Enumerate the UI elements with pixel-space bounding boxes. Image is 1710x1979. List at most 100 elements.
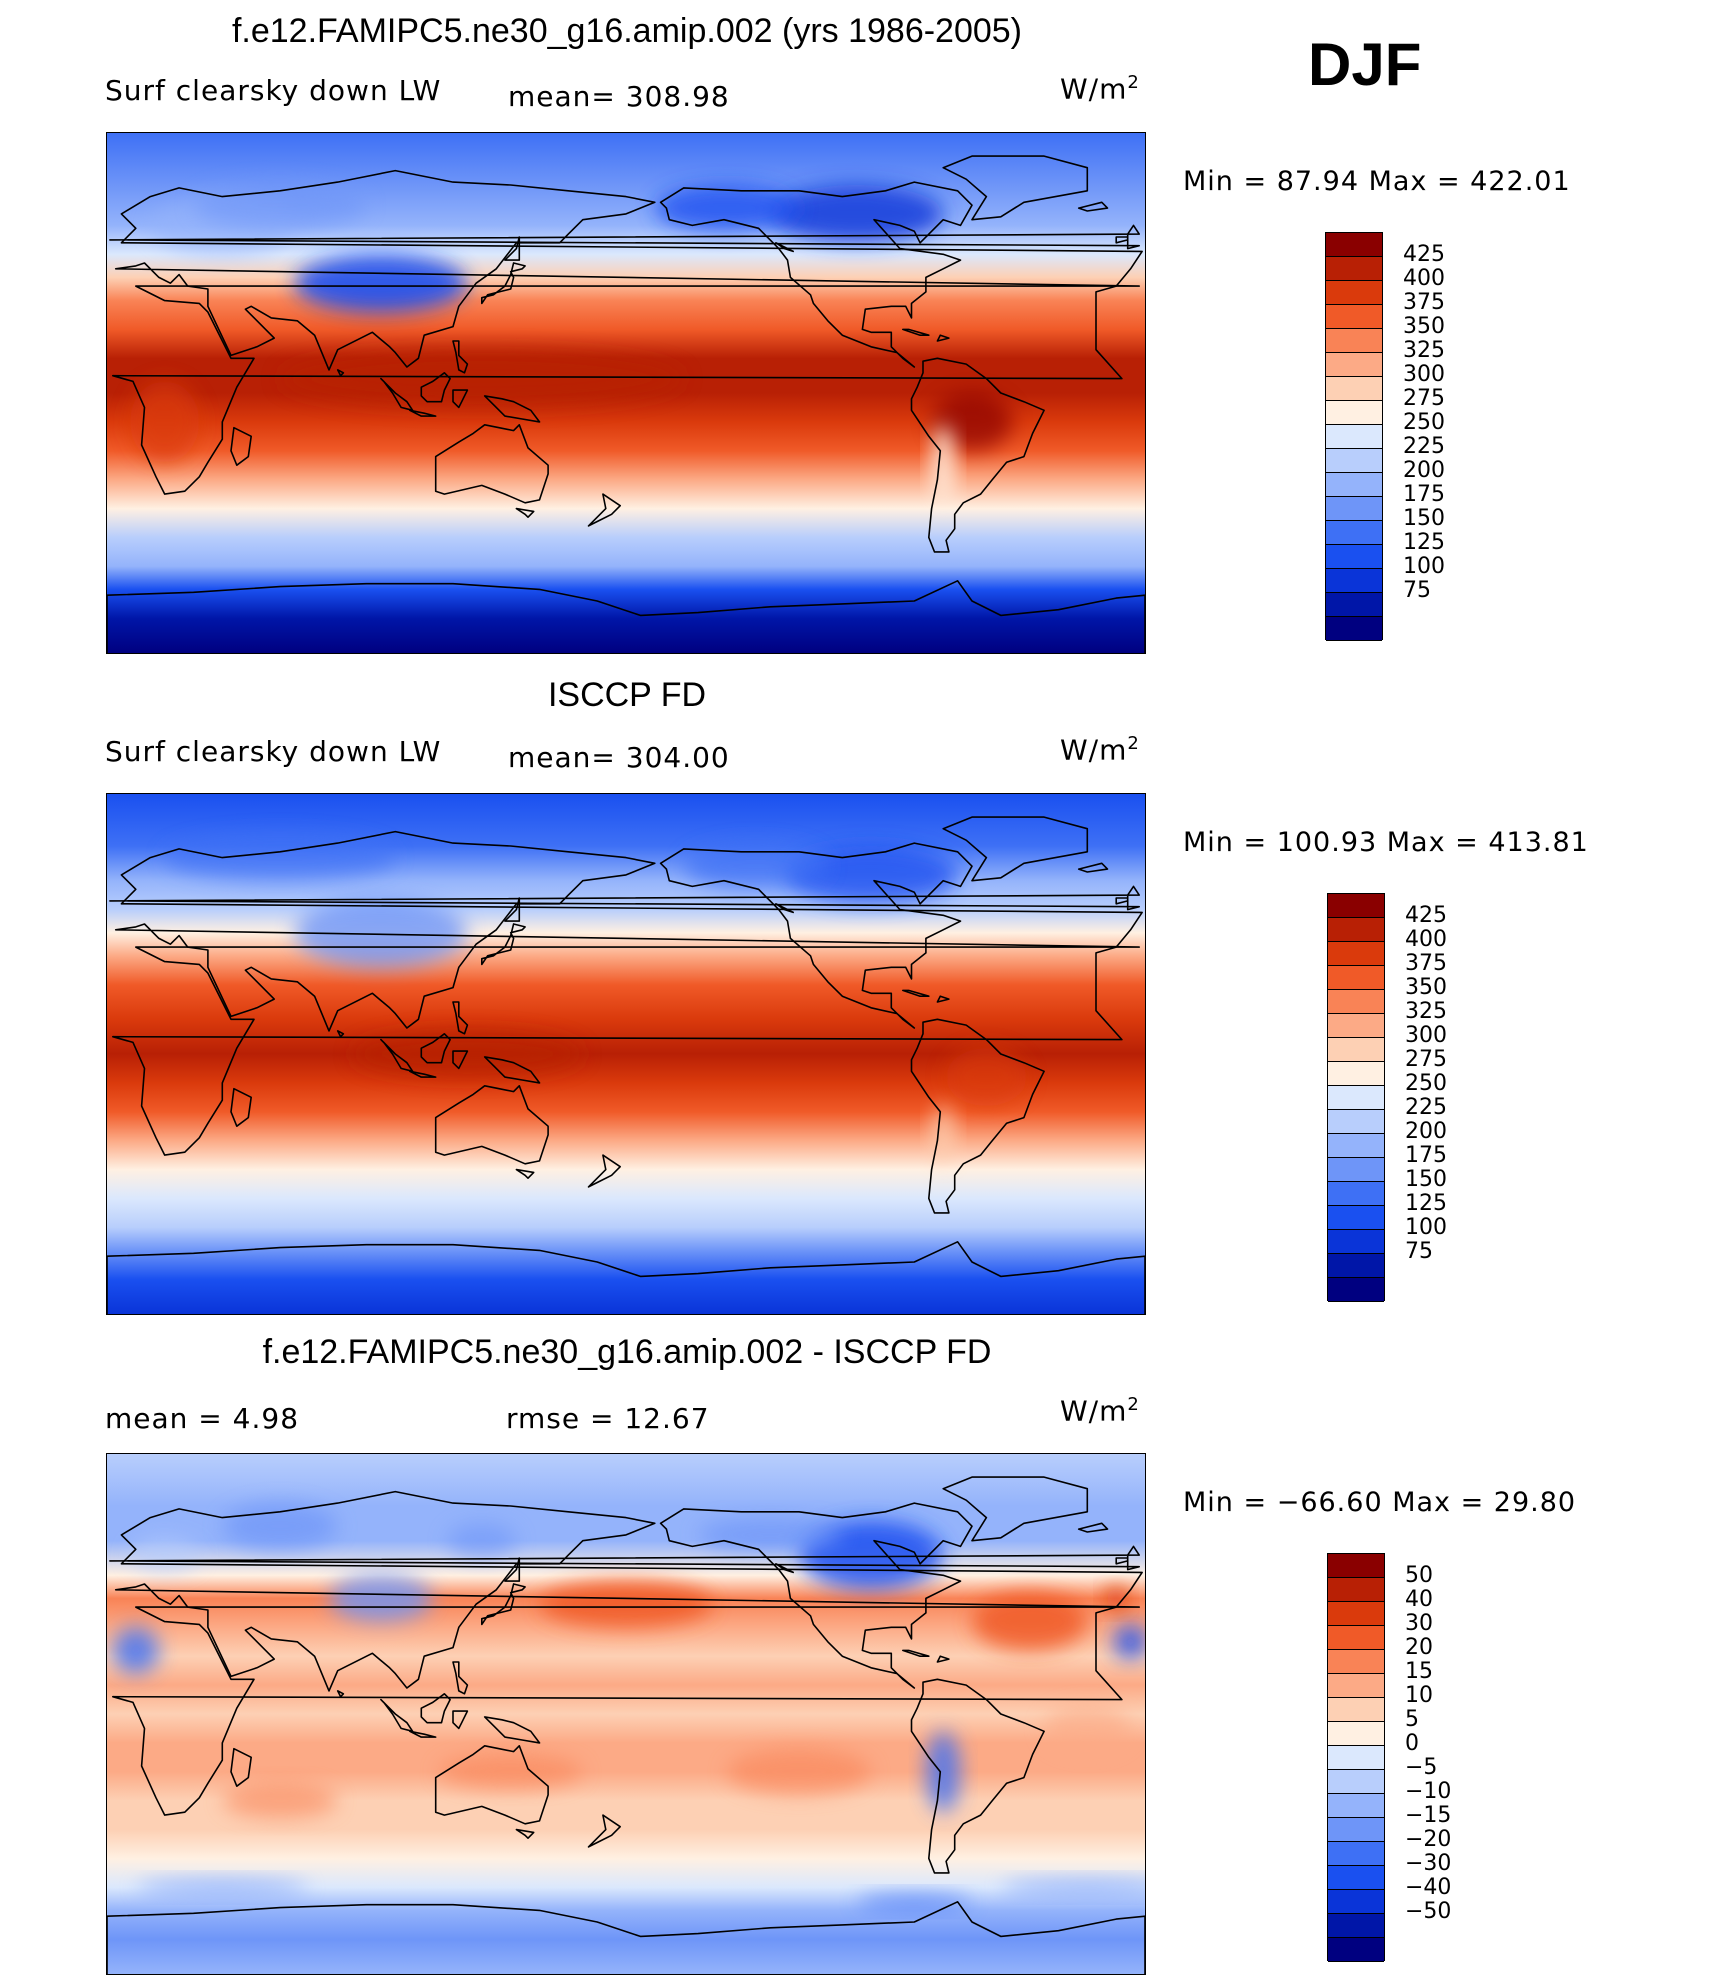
- colorbar-level-label: 15: [1405, 1659, 1433, 1684]
- colorbar-level-label: 175: [1405, 1143, 1447, 1168]
- coastline: [107, 580, 1145, 653]
- colorbar-swatch: [1328, 1134, 1384, 1158]
- coastline: [483, 395, 541, 423]
- colorbar-swatch: [1328, 1014, 1384, 1038]
- coastline: [336, 1690, 345, 1698]
- colorbar-swatch: [1328, 1866, 1384, 1890]
- colorbar-level-label: 125: [1405, 1191, 1447, 1216]
- colorbar-level-label: 75: [1405, 1239, 1433, 1264]
- panel-3-units: W/m2: [1060, 1394, 1140, 1428]
- coastline: [504, 236, 521, 261]
- coastline: [902, 1649, 930, 1657]
- colorbar-level-label: 0: [1405, 1731, 1419, 1756]
- colorbar-swatch: [1328, 1674, 1384, 1698]
- coastline: [1077, 201, 1109, 212]
- colorbar-swatch: [1328, 894, 1384, 918]
- coastline: [587, 1154, 621, 1188]
- colorbar-level-label: 100: [1405, 1215, 1447, 1240]
- coastline: [409, 1070, 437, 1078]
- colorbar-level-label: −50: [1405, 1899, 1452, 1924]
- coastline: [942, 155, 1089, 221]
- coastline: [452, 340, 469, 374]
- colorbar-level-label: 150: [1405, 1167, 1447, 1192]
- panel-2-minmax: Min = 100.93 Max = 413.81: [1183, 827, 1589, 858]
- colorbar-level-label: 375: [1405, 951, 1447, 976]
- colorbar-level-label: 40: [1405, 1587, 1433, 1612]
- coastline: [483, 1056, 541, 1084]
- coastline: [452, 1710, 469, 1730]
- coastline: [114, 830, 1143, 1032]
- season-label: DJF: [1308, 31, 1422, 98]
- panel-3-rmse: rmse = 12.67: [506, 1402, 710, 1435]
- coastlines: [107, 155, 1145, 653]
- colorbar-level-label: 375: [1403, 290, 1445, 315]
- coastlines: [107, 816, 1145, 1314]
- coastline: [587, 1814, 621, 1848]
- coastline: [910, 357, 1045, 553]
- coastlines: [107, 1476, 1145, 1974]
- colorbar-swatch: [1328, 1254, 1384, 1278]
- coastline: [420, 1033, 451, 1064]
- colorbar-swatch: [1328, 1578, 1384, 1602]
- colorbar-swatch: [1328, 1746, 1384, 1770]
- colorbar-level-label: 400: [1403, 266, 1445, 291]
- coastline: [230, 1747, 252, 1787]
- panel-1-map: [106, 132, 1146, 654]
- coastline: [336, 1030, 345, 1038]
- colorbar-level-label: 125: [1403, 530, 1445, 555]
- panel-2-variable: Surf clearsky down LW: [105, 735, 442, 768]
- colorbar-level-label: 250: [1403, 410, 1445, 435]
- coastline: [936, 334, 950, 342]
- colorbar-swatch: [1326, 329, 1382, 353]
- colorbar-swatch: [1328, 1650, 1384, 1674]
- coastline: [902, 328, 930, 336]
- colorbar-level-label: 300: [1403, 362, 1445, 387]
- coastline: [107, 1241, 1145, 1314]
- coastline: [942, 816, 1089, 882]
- colorbar-swatch: [1328, 1770, 1384, 1794]
- coastline: [434, 1085, 549, 1165]
- colorbar-swatch: [1328, 1698, 1384, 1722]
- coastline: [109, 885, 1140, 911]
- coastline: [380, 377, 414, 412]
- coastline: [659, 1502, 973, 1689]
- coastline: [481, 923, 526, 966]
- coastline: [107, 1901, 1145, 1974]
- colorbar-level-label: 350: [1405, 975, 1447, 1000]
- coastline: [659, 181, 973, 368]
- colorbar-swatch: [1328, 966, 1384, 990]
- colorbar-level-label: 200: [1405, 1119, 1447, 1144]
- coastline: [434, 424, 549, 504]
- panel-2-mean: mean= 304.00: [508, 741, 730, 774]
- colorbar-swatch: [1328, 1110, 1384, 1134]
- coastline: [1077, 1522, 1109, 1533]
- colorbar-box: [1327, 1553, 1385, 1962]
- colorbar-swatch: [1328, 1230, 1384, 1254]
- colorbar-level-label: 175: [1403, 482, 1445, 507]
- colorbar-level-label: 425: [1405, 903, 1447, 928]
- colorbar-level-label: 10: [1405, 1683, 1433, 1708]
- colorbar-swatch: [1328, 1938, 1384, 1962]
- colorbar-swatch: [1328, 1206, 1384, 1230]
- colorbar-swatch: [1326, 353, 1382, 377]
- colorbar-level-label: 275: [1405, 1047, 1447, 1072]
- coastline: [380, 1038, 414, 1073]
- coastline: [109, 1545, 1140, 1571]
- colorbar-level-label: 325: [1405, 999, 1447, 1024]
- coastline: [775, 242, 794, 253]
- coastline: [409, 409, 437, 417]
- coastline: [452, 1050, 469, 1070]
- panel-3-title: f.e12.FAMIPC5.ne30_g16.amip.002 - ISCCP …: [262, 1333, 992, 1371]
- colorbar-swatch: [1328, 1062, 1384, 1086]
- panel-3-map: [106, 1453, 1146, 1975]
- colorbar-swatch: [1326, 449, 1382, 473]
- coastline: [942, 1476, 1089, 1542]
- coastline: [112, 1606, 1123, 1816]
- colorbar-swatch: [1328, 1086, 1384, 1110]
- coastline: [420, 1693, 451, 1724]
- colorbar-swatch: [1326, 233, 1382, 257]
- coastline: [420, 372, 451, 403]
- coastline: [1077, 862, 1109, 873]
- colorbar-swatch: [1328, 1182, 1384, 1206]
- colorbar-swatch: [1328, 1914, 1384, 1938]
